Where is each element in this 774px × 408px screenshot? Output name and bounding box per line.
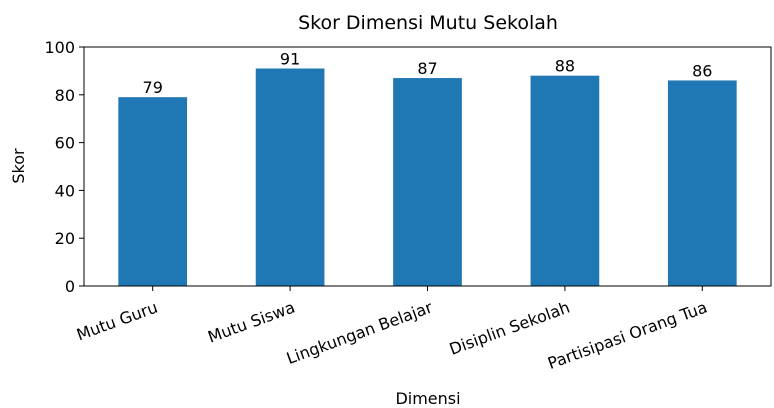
x-tick-label: Lingkungan Belajar <box>284 297 435 368</box>
data-label: 79 <box>143 78 163 97</box>
bar <box>393 78 462 286</box>
axes-frame <box>83 46 772 287</box>
x-tick-label: Mutu Guru <box>74 298 160 345</box>
y-tick-label: 20 <box>55 229 75 248</box>
bar <box>530 75 600 287</box>
bar <box>255 68 325 286</box>
x-axis-label: Dimensi <box>395 389 460 408</box>
y-tick-label: 40 <box>55 181 75 200</box>
x-tick-label: Disiplin Sekolah <box>447 298 573 359</box>
data-label: 87 <box>417 59 437 78</box>
chart-title: Skor Dimensi Mutu Sekolah <box>298 12 558 34</box>
bar <box>667 80 737 287</box>
y-axis-label: Skor <box>9 148 28 184</box>
y-tick-label: 100 <box>44 38 75 57</box>
bar <box>118 97 188 286</box>
data-label: 86 <box>692 61 712 80</box>
y-tick-label: 80 <box>55 86 75 105</box>
y-tick-label: 60 <box>55 134 75 153</box>
data-label: 91 <box>280 50 300 69</box>
y-tick-label: 0 <box>65 277 75 296</box>
data-label: 88 <box>555 57 575 76</box>
x-tick-label: Mutu Siswa <box>205 298 297 347</box>
